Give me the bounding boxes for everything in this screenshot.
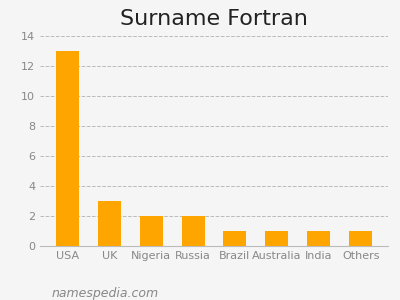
Text: namespedia.com: namespedia.com <box>52 287 159 300</box>
Title: Surname Fortran: Surname Fortran <box>120 9 308 29</box>
Bar <box>182 216 204 246</box>
Bar <box>98 201 121 246</box>
Bar <box>140 216 163 246</box>
Bar <box>56 51 79 246</box>
Bar <box>224 231 246 246</box>
Bar <box>349 231 372 246</box>
Bar <box>265 231 288 246</box>
Bar <box>307 231 330 246</box>
